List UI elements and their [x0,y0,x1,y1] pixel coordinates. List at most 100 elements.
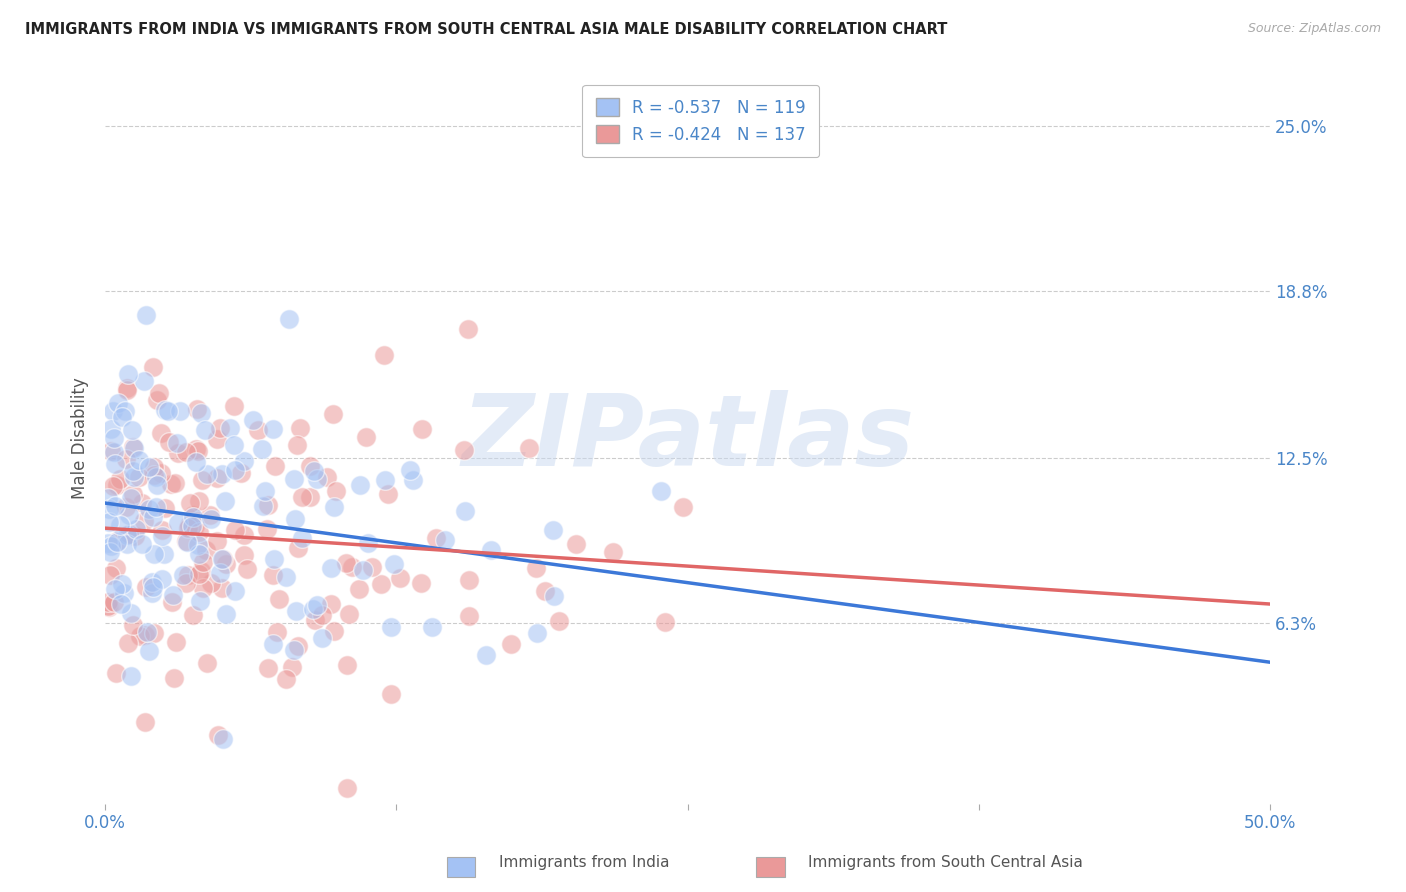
Point [277,311,299,326]
Point [458,573,481,587]
Point [166,516,188,530]
Point [298,490,321,504]
Text: Source: ZipAtlas.com: Source: ZipAtlas.com [1247,22,1381,36]
Point [190,565,212,579]
Point [142,580,165,594]
Point [319,597,342,611]
Point [205,534,228,549]
Point [188,594,211,608]
Point [533,584,555,599]
Point [163,672,186,686]
Point [380,687,402,701]
Point [186,455,208,469]
Point [236,562,259,576]
Point [402,473,425,487]
Point [479,543,502,558]
Point [209,566,232,581]
Point [361,560,384,574]
Point [143,625,166,640]
Point [145,500,167,514]
Point [125,522,148,536]
Point [103,444,125,458]
Point [148,386,170,401]
Point [211,467,233,481]
Point [188,547,211,561]
Point [209,421,232,435]
Point [305,472,328,486]
Point [145,477,167,491]
Point [453,443,475,458]
Point [211,582,233,596]
Point [165,475,187,490]
Point [399,463,422,477]
Point [128,452,150,467]
Point [219,420,242,434]
Point [97,501,120,516]
Point [105,561,128,575]
Point [131,496,153,510]
Point [157,434,180,449]
Point [103,479,125,493]
Point [150,466,173,480]
Point [141,586,163,600]
Point [160,476,183,491]
Point [145,469,167,483]
Point [211,551,233,566]
Point [337,607,360,621]
Point [336,780,359,795]
Point [169,403,191,417]
Point [128,470,150,484]
Point [121,423,143,437]
Point [114,403,136,417]
Point [264,459,287,474]
Point [142,547,165,561]
Point [117,635,139,649]
Point [176,535,198,549]
Point [132,374,155,388]
Point [207,433,229,447]
Point [299,458,322,473]
Point [97,536,120,550]
Point [302,464,325,478]
Y-axis label: Male Disability: Male Disability [72,377,89,500]
Point [187,443,209,458]
Point [323,500,346,514]
Point [100,443,122,458]
Point [524,560,547,574]
Text: IMMIGRANTS FROM INDIA VS IMMIGRANTS FROM SOUTH CENTRAL ASIA MALE DISABILITY CORR: IMMIGRANTS FROM INDIA VS IMMIGRANTS FROM… [25,22,948,37]
Point [132,514,155,528]
Point [176,575,198,590]
Point [115,537,138,551]
Point [136,625,159,640]
Point [207,471,229,485]
Point [349,478,371,492]
Point [352,563,374,577]
Point [252,499,274,513]
Point [138,644,160,658]
Point [134,714,156,729]
Point [135,308,157,322]
Point [457,322,479,336]
Point [166,436,188,450]
Point [122,470,145,484]
Point [118,508,141,523]
Point [434,533,457,547]
Point [124,529,146,543]
Point [654,615,676,629]
Point [100,539,122,553]
Point [100,567,122,582]
Point [672,500,695,515]
Point [602,545,624,559]
Point [409,576,432,591]
Point [194,543,217,558]
Point [135,580,157,594]
Point [274,570,297,584]
Point [200,576,222,591]
Point [122,441,145,455]
Point [120,606,142,620]
Point [153,500,176,515]
Point [96,491,118,505]
Point [172,567,194,582]
Point [281,660,304,674]
Point [266,625,288,640]
